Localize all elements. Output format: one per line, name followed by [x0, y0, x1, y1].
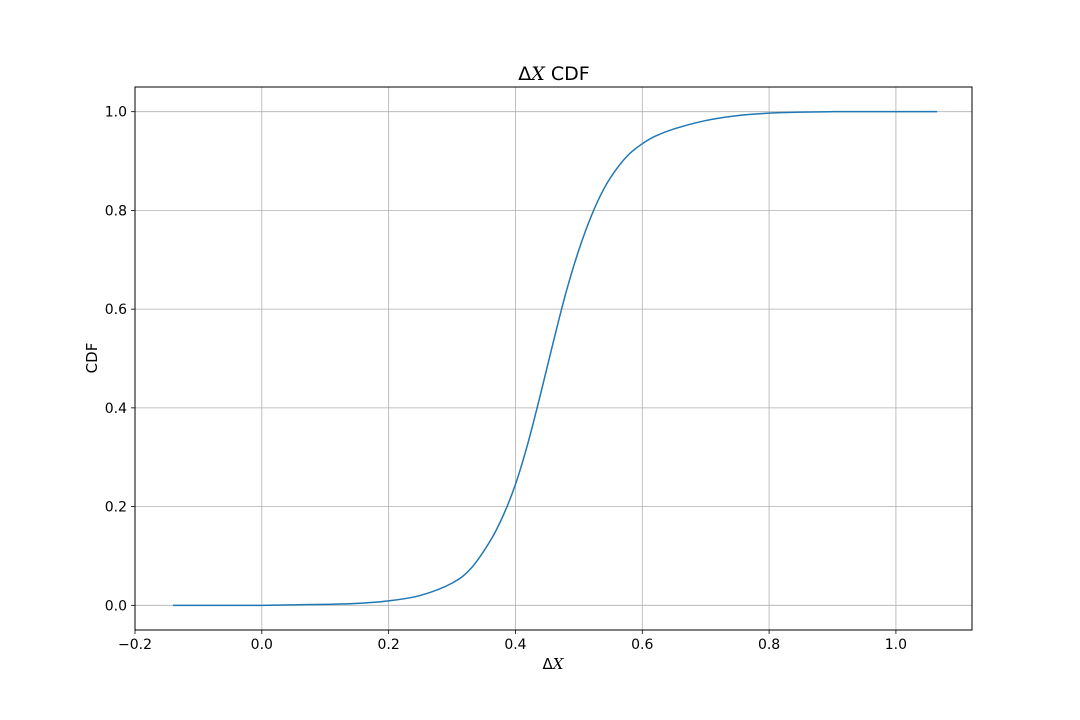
series-layer — [173, 110, 938, 607]
y-tick-label: 1.0 — [105, 105, 127, 121]
chart-title: ΔX CDF — [518, 63, 589, 85]
y-tick-label: 0.2 — [105, 500, 127, 516]
y-tick-label: 0.6 — [105, 302, 127, 318]
title-variable: X — [529, 63, 546, 85]
x-tick-label: 0.0 — [251, 637, 273, 653]
x-tick-label: −0.2 — [118, 637, 152, 653]
x-tick-label: 1.0 — [885, 637, 907, 653]
xlabel-variable: X — [552, 655, 565, 673]
ticks: −0.2 0.0 0.2 0.4 0.6 0.8 1.0 0.0 0.2 0.4 0.6 0.8 1.0 — [105, 105, 907, 653]
x-tick-label: 0.2 — [378, 637, 400, 653]
title-rest: CDF — [545, 63, 590, 85]
xlabel-delta: Δ — [543, 655, 554, 673]
plot-area-frame — [134, 86, 973, 631]
y-tick-label: 0.4 — [105, 401, 127, 417]
y-tick-label: 0.8 — [105, 203, 127, 219]
x-tick-label: 0.4 — [504, 637, 526, 653]
y-axis-label: CDF — [83, 343, 101, 374]
x-tick-label: 0.6 — [631, 637, 653, 653]
x-tick-label: 0.8 — [758, 637, 780, 653]
y-tick-label: 0.0 — [105, 598, 127, 614]
x-axis-label: ΔX — [543, 655, 565, 673]
cdf-line — [173, 110, 938, 607]
title-delta: Δ — [518, 63, 531, 85]
